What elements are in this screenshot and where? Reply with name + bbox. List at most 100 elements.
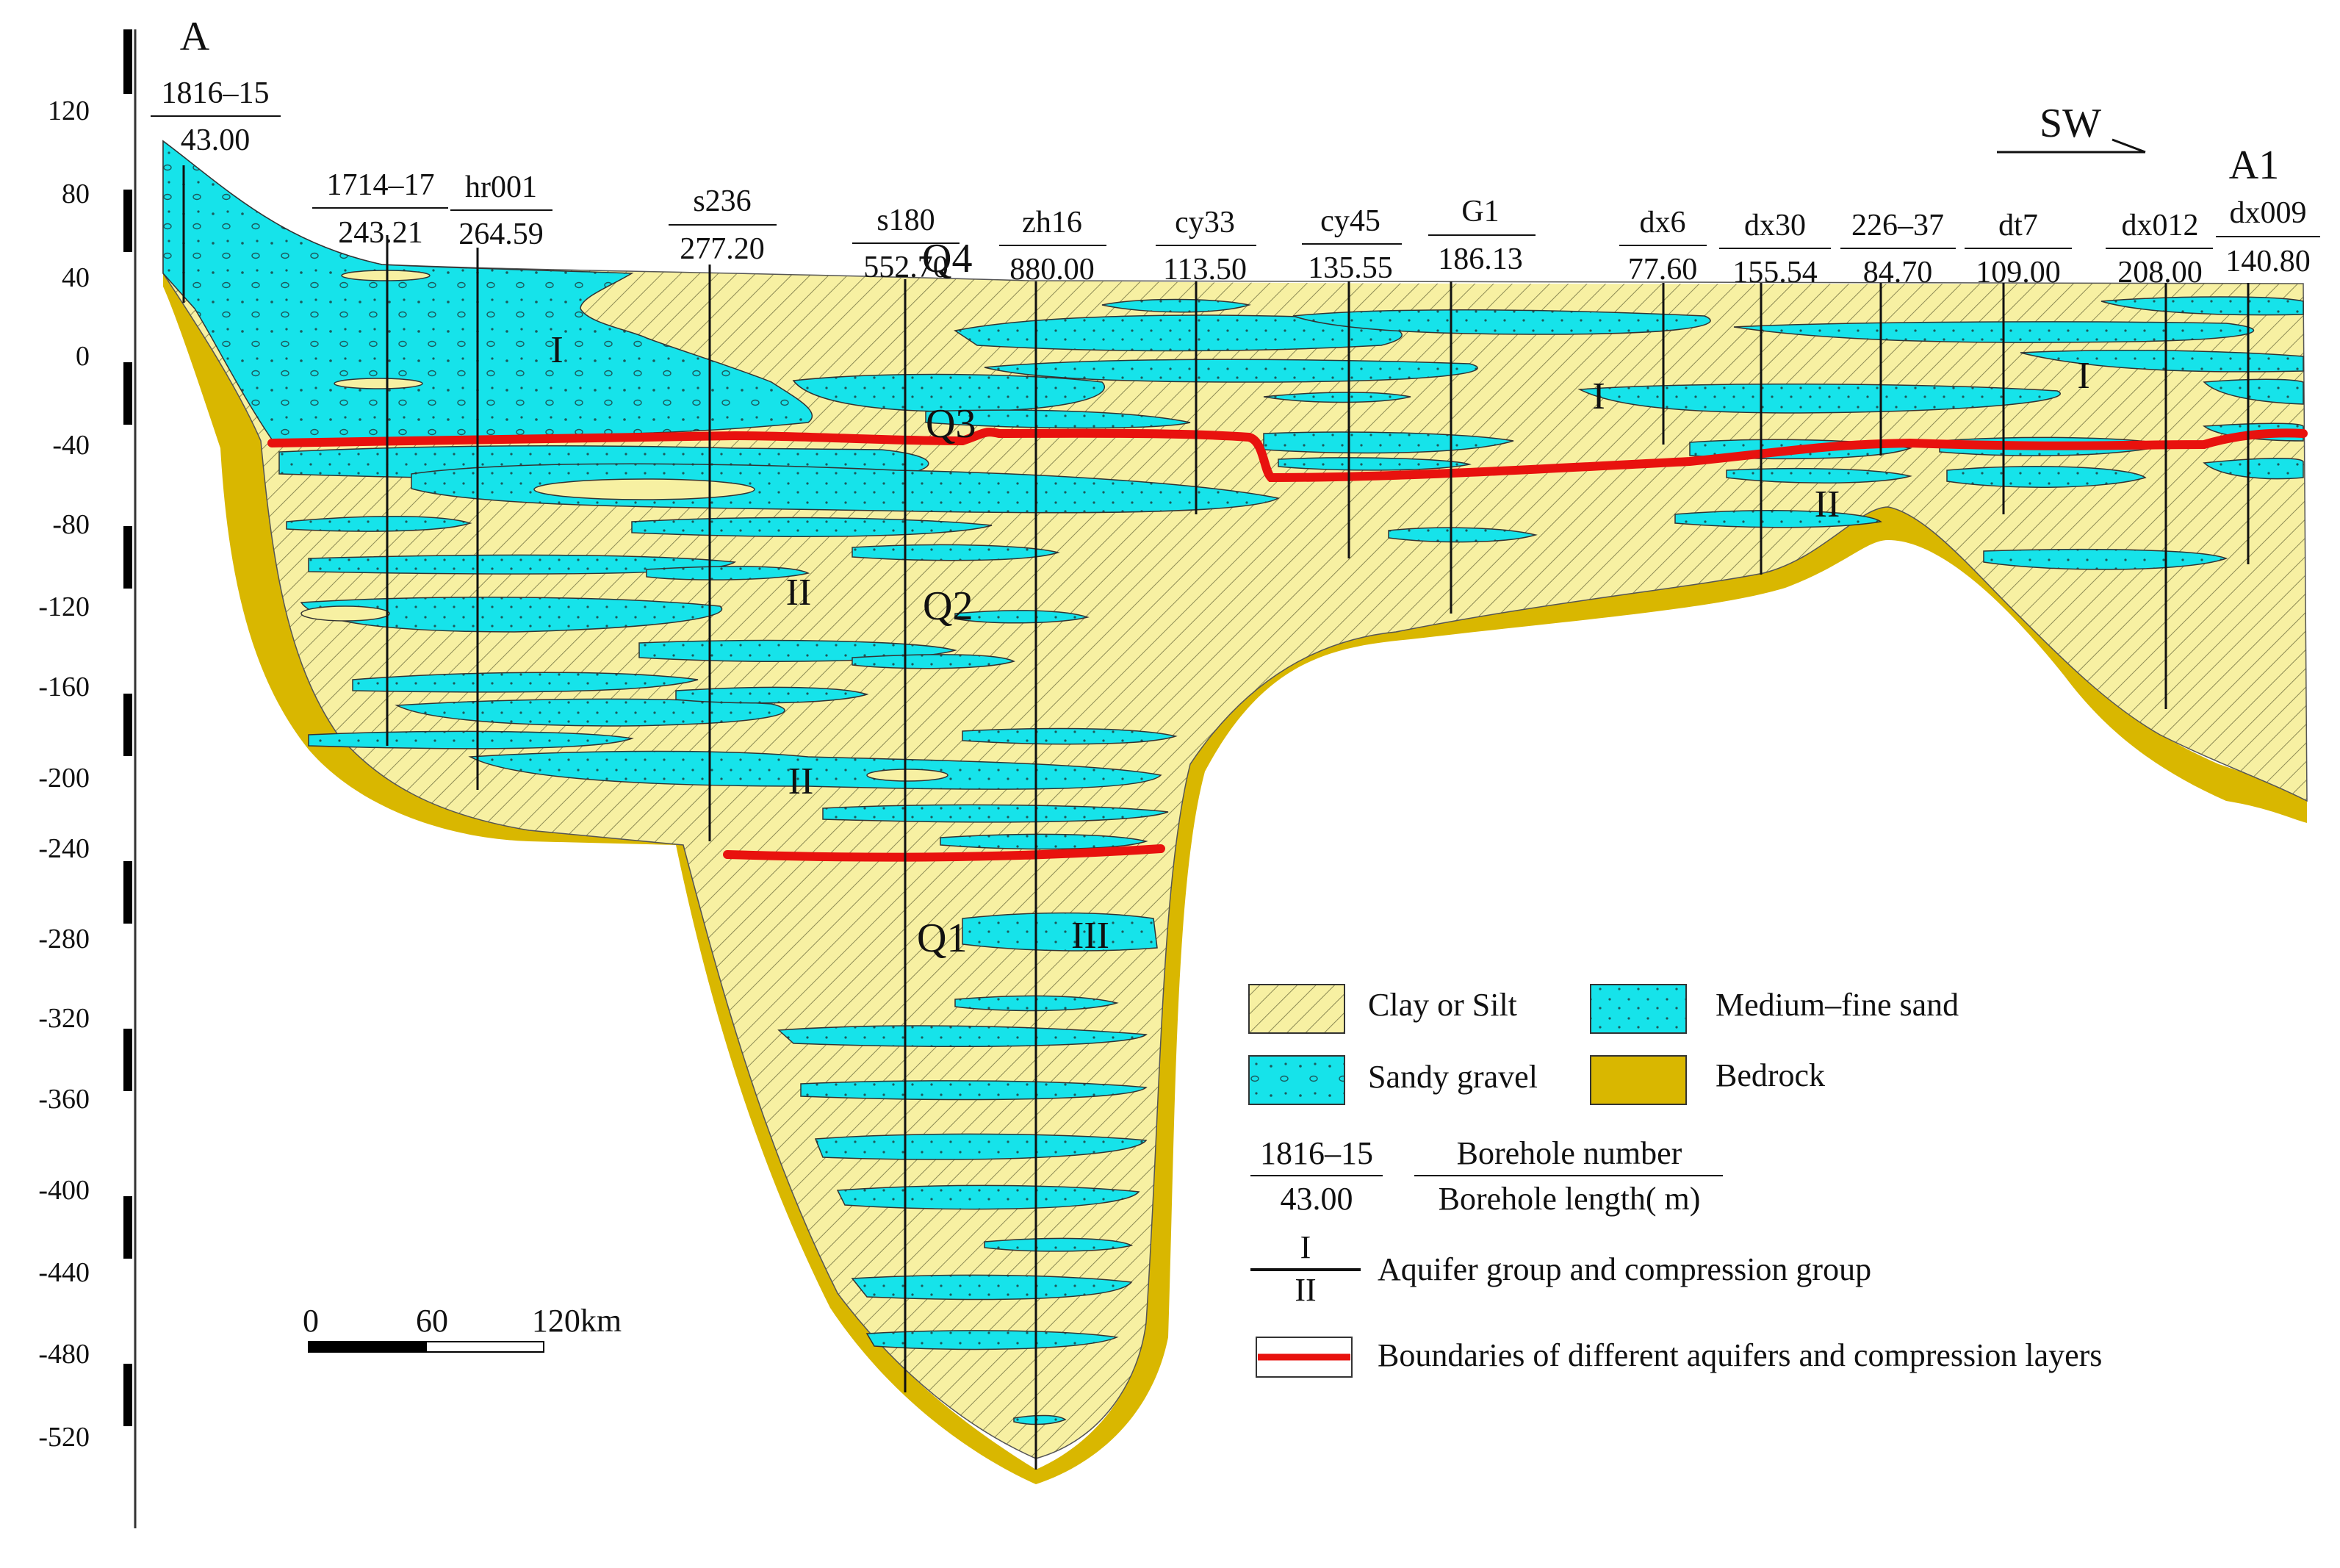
axis-tick-label: -320 [38, 1003, 90, 1034]
borehole-length: 43.00 [181, 123, 251, 157]
borehole-length: 77.60 [1628, 253, 1698, 287]
legend-label: Medium–fine sand [1716, 987, 1959, 1023]
axis-tick-label: -80 [52, 509, 90, 540]
borehole-label: cy33 113.50 [1156, 206, 1256, 287]
legend-item-borehole: 1816–15 43.00 Borehole number Borehole l… [1250, 1135, 1723, 1217]
legend-item-sandy-gravel: Sandy gravel [1248, 1055, 1538, 1105]
borehole-labels: 1816–15 43.00 1714–17 243.21 hr001 264.5… [151, 76, 2320, 289]
axis-tick-label: -120 [38, 591, 90, 622]
stratum-label-q2: Q2 [923, 583, 973, 629]
borehole-length: 880.00 [1009, 253, 1095, 287]
borehole-lines [182, 165, 2250, 1470]
stratum-label-q3: Q3 [926, 401, 976, 447]
axis-tick-label: -440 [38, 1257, 90, 1288]
aquifer-group-label: I [550, 329, 563, 371]
depth-axis: 120 80 40 0 -40 -80 -120 -160 -200 -240 … [38, 29, 137, 1528]
axis-tick-label: -480 [38, 1339, 90, 1370]
aquifer-group-label: III [1071, 915, 1109, 957]
section-end-label: A1 [2229, 143, 2279, 188]
aquifer-group-label: II [1815, 483, 1840, 525]
borehole-label: s236 277.20 [669, 184, 777, 266]
strata-labels: Q4 Q3 Q2 Q1 [917, 236, 976, 961]
aquifer-group-label: I [2077, 355, 2089, 397]
borehole-number: dx30 [1744, 209, 1806, 242]
legend-label: Boundaries of different aquifers and com… [1378, 1337, 2102, 1373]
direction-arrow [1997, 138, 2146, 154]
borehole-number: dx6 [1640, 206, 1686, 240]
borehole-number: dt7 [1998, 209, 2038, 242]
axis-tick-label: 0 [76, 341, 90, 372]
borehole-number: 1816–15 [162, 76, 270, 110]
borehole-label: zh16 880.00 [999, 206, 1106, 287]
borehole-length: 208.00 [2117, 256, 2203, 289]
borehole-number: cy33 [1175, 206, 1235, 240]
axis-bar [123, 29, 132, 1426]
axis-tick-label: 120 [48, 96, 90, 126]
borehole-label: dx6 77.60 [1619, 206, 1707, 287]
section-start-label: A [180, 14, 210, 60]
borehole-number: G1 [1461, 195, 1499, 229]
aquifer-group-label: II [786, 572, 812, 614]
axis-tick-label: -520 [38, 1422, 90, 1453]
borehole-label: dt7 109.00 [1965, 209, 2072, 289]
scale-label: 120km [532, 1303, 622, 1339]
borehole-number: 226–37 [1851, 209, 1944, 242]
axis-tick-label: -240 [38, 833, 90, 864]
borehole-label: s180 552.70 [852, 204, 960, 284]
legend-label: Clay or Silt [1368, 987, 1517, 1023]
legend-label: Sandy gravel [1368, 1059, 1538, 1095]
scale-label: 0 [303, 1303, 319, 1339]
axis-tick-label: -200 [38, 763, 90, 794]
borehole-label: dx30 155.54 [1719, 209, 1831, 289]
borehole-label: dx009 140.80 [2216, 196, 2320, 278]
borehole-label: hr001 264.59 [450, 170, 552, 251]
borehole-number: cy45 [1320, 204, 1380, 238]
borehole-label: cy45 135.55 [1302, 204, 1402, 285]
borehole-number: dx012 [2122, 209, 2199, 242]
legend-label: Aquifer group and compression group [1378, 1251, 1871, 1287]
legend-group-top: I [1300, 1229, 1311, 1265]
borehole-length: 155.54 [1732, 256, 1818, 289]
borehole-number: s180 [876, 204, 935, 237]
legend-item-aquifer-group: I II Aquifer group and compression group [1250, 1229, 1871, 1308]
legend-item-bedrock: Bedrock [1590, 1055, 1825, 1105]
borehole-number: s236 [693, 184, 751, 218]
borehole-length: 186.13 [1438, 242, 1523, 276]
borehole-label: 226–37 84.70 [1840, 209, 1956, 289]
axis-tick-label: -160 [38, 672, 90, 702]
borehole-length: 552.70 [863, 251, 948, 284]
axis-tick-label: -280 [38, 924, 90, 954]
legend: Clay or Silt Medium–fine sand Sandy grav… [1248, 984, 2102, 1378]
borehole-label: 1714–17 243.21 [312, 168, 448, 250]
borehole-length: 109.00 [1976, 256, 2061, 289]
stratum-label-q1: Q1 [917, 916, 967, 961]
borehole-label: 1816–15 43.00 [151, 76, 281, 157]
borehole-length: 140.80 [2225, 245, 2311, 278]
axis-tick-label: -40 [52, 430, 90, 461]
borehole-length: 135.55 [1308, 251, 1393, 285]
borehole-number: dx009 [2230, 196, 2307, 230]
legend-item-medium-sand: Medium–fine sand [1590, 984, 1959, 1034]
borehole-label: G1 186.13 [1428, 195, 1536, 276]
borehole-number: zh16 [1022, 206, 1082, 240]
aquifer-group-label: II [788, 760, 814, 802]
borehole-length: 243.21 [338, 216, 423, 250]
aquifer-group-label: I [1592, 375, 1605, 417]
axis-tick-label: 40 [62, 262, 90, 293]
borehole-number: 1714–17 [327, 168, 435, 202]
legend-label: Bedrock [1716, 1057, 1825, 1093]
legend-example-length: 43.00 [1281, 1181, 1353, 1217]
borehole-length: 113.50 [1163, 253, 1247, 287]
bedrock-layer [163, 273, 2307, 1484]
axis-tick-label: 80 [62, 179, 90, 209]
legend-item-clay: Clay or Silt [1248, 984, 1517, 1034]
scale-label: 60 [416, 1303, 448, 1339]
legend-example-number: 1816–15 [1260, 1135, 1373, 1171]
medium-fine-sand-lenses [278, 296, 2304, 1425]
aquifer-boundaries [267, 428, 2308, 862]
axis-tick-label: -400 [38, 1175, 90, 1206]
borehole-length: 84.70 [1863, 256, 1933, 289]
direction-label: SW [2040, 101, 2101, 146]
legend-label: Borehole number [1457, 1135, 1682, 1171]
